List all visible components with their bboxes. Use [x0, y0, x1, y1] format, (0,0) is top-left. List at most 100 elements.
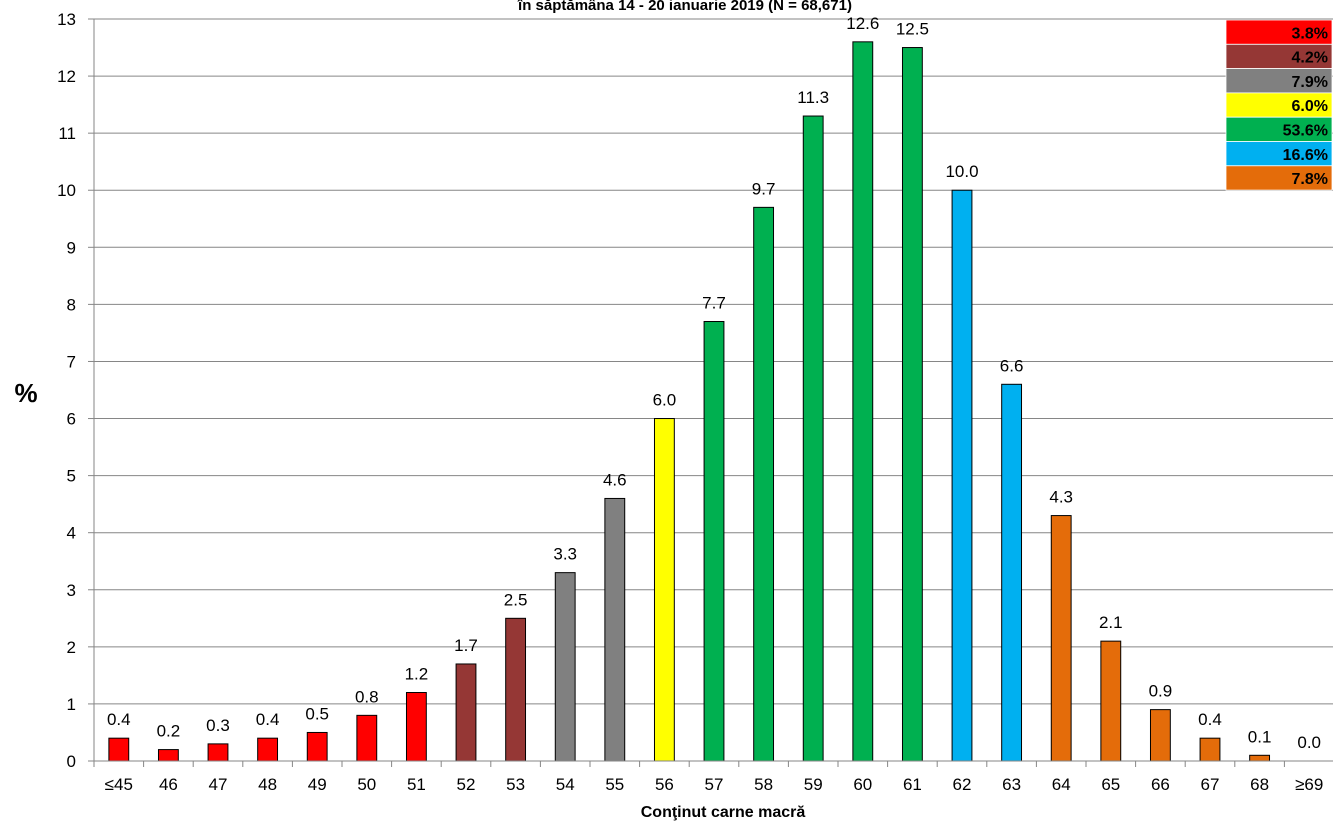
legend-label: 7.9%: [1292, 74, 1328, 91]
data-label: 0.1: [1248, 727, 1272, 746]
x-tick-label: 48: [258, 775, 277, 794]
x-tick-label: 59: [804, 775, 823, 794]
data-label: 7.7: [702, 294, 726, 313]
x-tick-label: 55: [605, 775, 624, 794]
legend-label: 53.6%: [1283, 123, 1328, 140]
data-label: 4.3: [1049, 488, 1073, 507]
data-label: 6.0: [653, 391, 677, 410]
y-tick-label: 6: [67, 410, 76, 429]
data-label: 0.0: [1297, 733, 1321, 752]
data-label: 0.3: [206, 716, 230, 735]
bar: [157, 749, 179, 762]
bar: [306, 731, 328, 762]
legend-label: 3.8%: [1292, 25, 1328, 42]
bar: [1149, 709, 1171, 762]
y-tick-label: 12: [57, 67, 76, 86]
data-label: 4.6: [603, 470, 627, 489]
bar: [207, 743, 229, 762]
x-tick-label: 50: [357, 775, 376, 794]
x-tick-label: 52: [457, 775, 476, 794]
legend: 3.8% 4.2% 7.9% 6.0% 53.6% 16.6% 7.8%: [1225, 19, 1333, 191]
x-tick-label: 62: [953, 775, 972, 794]
y-axis-label: %: [14, 378, 37, 408]
bar: [1100, 640, 1122, 762]
bar: [604, 497, 626, 762]
legend-swatch: [1225, 116, 1333, 142]
legend-label: 16.6%: [1283, 147, 1328, 164]
y-tick-label: 8: [67, 295, 76, 314]
data-label: 1.7: [454, 636, 478, 655]
x-tick-label: 56: [655, 775, 674, 794]
chart-title: în săptămâna 14 - 20 ianuarie 2019 (N = …: [517, 0, 852, 14]
y-tick-label: 11: [58, 124, 76, 143]
bar: [901, 47, 923, 762]
x-tick-label: 61: [903, 775, 922, 794]
bar: [455, 663, 477, 762]
bar: [257, 737, 279, 762]
x-tick-label: 67: [1201, 775, 1220, 794]
x-tick-label: 60: [853, 775, 872, 794]
y-tick-label: 3: [67, 581, 76, 600]
data-label: 0.2: [157, 722, 181, 741]
legend-label: 6.0%: [1292, 98, 1328, 115]
x-tick-label: ≤45: [105, 775, 133, 794]
bars: [108, 41, 1271, 762]
data-label: 6.6: [1000, 356, 1024, 375]
data-label: 11.3: [797, 88, 829, 107]
x-tick-label: 65: [1101, 775, 1120, 794]
y-tick-label: 4: [67, 524, 76, 543]
x-tick-label: 68: [1250, 775, 1269, 794]
data-label: 0.4: [107, 710, 131, 729]
y-tick-label: 9: [67, 238, 76, 257]
y-tick-label: 2: [67, 638, 76, 657]
bar: [108, 737, 130, 762]
y-tick-label: 1: [67, 695, 76, 714]
data-label: 10.0: [945, 162, 978, 181]
bar: [1249, 754, 1271, 762]
x-tick-label: 63: [1002, 775, 1021, 794]
y-tick-label: 0: [67, 752, 76, 771]
legend-swatch: [1225, 141, 1333, 167]
data-label: 2.5: [504, 590, 528, 609]
data-label: 0.5: [305, 704, 329, 723]
bar: [852, 41, 874, 762]
data-label: 0.4: [1198, 710, 1222, 729]
legend-swatch: [1225, 165, 1333, 191]
data-label: 0.9: [1149, 682, 1173, 701]
bar: [802, 115, 824, 762]
x-axis-label: Conţinut carne macră: [641, 804, 806, 821]
x-tick-label: 64: [1052, 775, 1071, 794]
x-tick-label: 54: [556, 775, 575, 794]
bar: [356, 714, 378, 762]
x-tick-label: 53: [506, 775, 525, 794]
x-tick-label: 57: [705, 775, 724, 794]
x-tick-label: 47: [209, 775, 228, 794]
data-label: 0.8: [355, 687, 379, 706]
legend-label: 4.2%: [1292, 50, 1328, 67]
data-label: 12.6: [846, 14, 879, 33]
data-label: 9.7: [752, 179, 776, 198]
bar: [505, 617, 527, 762]
x-tick-label: ≥69: [1295, 775, 1323, 794]
data-label: 0.4: [256, 710, 280, 729]
bar: [1001, 383, 1023, 762]
y-tick-label: 7: [67, 352, 76, 371]
bar: [753, 206, 775, 762]
data-label: 12.5: [896, 20, 929, 39]
data-label: 3.3: [553, 545, 577, 564]
data-label: 2.1: [1099, 613, 1123, 632]
y-tick-label: 5: [67, 467, 76, 486]
x-axis-ticks: ≤45 46 47 48 49 50 51 52 53 54 55 56 57 58 59 60 61 62 63 6…: [93, 761, 1323, 794]
y-tick-label: 13: [57, 10, 76, 29]
x-tick-label: 46: [159, 775, 178, 794]
x-tick-label: 51: [407, 775, 426, 794]
bar: [1199, 737, 1221, 762]
bar: [703, 321, 725, 762]
data-labels: 0.4 0.2 0.3 0.4 0.5 0.8 1.2 1.7 2.5 3.3 4.6 6.0 7.7 9…: [107, 14, 1321, 752]
data-label: 1.2: [405, 665, 429, 684]
legend-swatch: [1225, 68, 1333, 94]
x-tick-label: 66: [1151, 775, 1170, 794]
y-tick-label: 10: [57, 181, 76, 200]
x-tick-label: 58: [754, 775, 773, 794]
